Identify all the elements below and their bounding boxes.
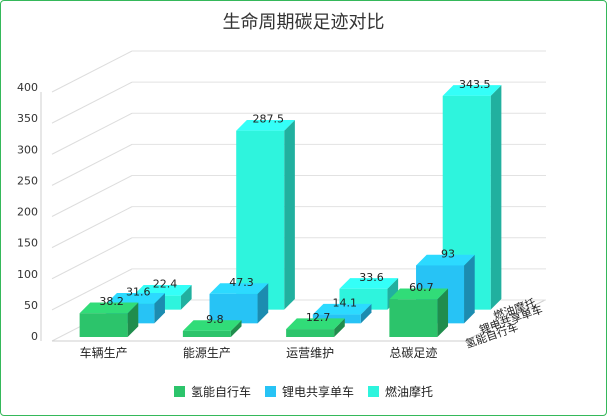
bar-side (490, 85, 502, 310)
x-tick-label: 车辆生产 (80, 345, 128, 360)
chart-legend: 氢能自行车 锂电共享单车 燃油摩托 (0, 383, 607, 400)
bar-top (416, 254, 475, 266)
grid-diagonal (51, 81, 133, 124)
data-label: 12.7 (306, 311, 331, 324)
data-label: 38.2 (99, 295, 124, 308)
legend-label-hydrogen-bike: 氢能自行车 (190, 385, 251, 399)
data-label: 9.8 (206, 313, 224, 326)
floor-side-edge (464, 299, 546, 342)
legend-swatch-shared-ebike (264, 386, 276, 397)
x-tick-label: 运营维护 (286, 346, 334, 360)
legend-item-fuel-motorcycle[interactable]: 燃油摩托 (368, 383, 433, 400)
y-tick-label: 0 (31, 330, 38, 343)
data-label: 22.4 (153, 278, 178, 291)
bar-side (334, 318, 345, 337)
bar-top (79, 302, 139, 314)
bar-side (180, 285, 192, 310)
bar-top (312, 303, 372, 315)
y-tick-label: 250 (17, 174, 38, 187)
bar-top (286, 318, 345, 330)
chart-title: 生命周期碳足迹对比 (222, 12, 385, 33)
bar-side (360, 303, 372, 324)
bar-side (257, 283, 269, 324)
bar-front (286, 329, 335, 337)
data-label: 33.6 (359, 271, 384, 284)
grid-diagonal (51, 206, 133, 249)
bar-front (236, 130, 285, 310)
data-label: 93 (441, 247, 455, 260)
bar-side (284, 120, 295, 310)
x-tick-label: 总碳足迹 (389, 346, 437, 360)
legend-label-shared-ebike: 锂电共享单车 (281, 385, 354, 399)
chart-plot: 0 50 100 150 200 250 300 350 400 22.4 287.5 33.6 343… (17, 50, 546, 360)
bar-front (79, 313, 128, 337)
legend-item-hydrogen-bike[interactable]: 氢能自行车 (173, 383, 251, 400)
grid-diagonal (51, 143, 133, 186)
data-label: 343.5 (459, 78, 491, 91)
grid-diagonal (51, 112, 133, 155)
y-tick-label: 300 (17, 143, 38, 156)
data-label: 47.3 (229, 276, 254, 289)
data-label: 287.5 (252, 113, 284, 126)
bar-side (464, 254, 475, 324)
y-tick-label: 150 (17, 237, 38, 250)
legend-item-shared-ebike[interactable]: 锂电共享单车 (264, 383, 354, 400)
grid-diagonal (51, 237, 133, 280)
legend-label-fuel-motorcycle: 燃油摩托 (385, 385, 434, 399)
data-label: 60.7 (409, 281, 434, 294)
grid-diagonal (51, 50, 133, 93)
bar-top (442, 85, 502, 96)
bar-top (209, 283, 269, 294)
grid-diagonal (51, 268, 133, 311)
y-tick-label: 100 (17, 268, 38, 281)
data-label: 31.6 (126, 286, 151, 299)
bar-top (106, 292, 165, 304)
data-label: 14.1 (333, 297, 358, 310)
bar-side (230, 320, 242, 337)
bar-top (182, 320, 242, 331)
grid-diagonal (51, 175, 133, 217)
bar-top (389, 288, 449, 300)
x-tick-label: 能源生产 (183, 346, 231, 360)
bar-front (182, 330, 231, 337)
legend-swatch-hydrogen-bike (173, 386, 185, 397)
legend-swatch-fuel-motorcycle (368, 386, 379, 397)
y-tick-label: 350 (17, 112, 38, 125)
bar-side (437, 288, 449, 337)
bar-front (389, 299, 438, 337)
bar-top (236, 120, 295, 131)
y-tick-label: 50 (24, 299, 38, 312)
y-tick-label: 400 (17, 81, 38, 94)
bar-top (339, 278, 399, 289)
bar-front (209, 293, 258, 324)
y-tick-label: 200 (17, 206, 38, 219)
bar-side (127, 302, 139, 337)
bar-side (154, 292, 165, 324)
